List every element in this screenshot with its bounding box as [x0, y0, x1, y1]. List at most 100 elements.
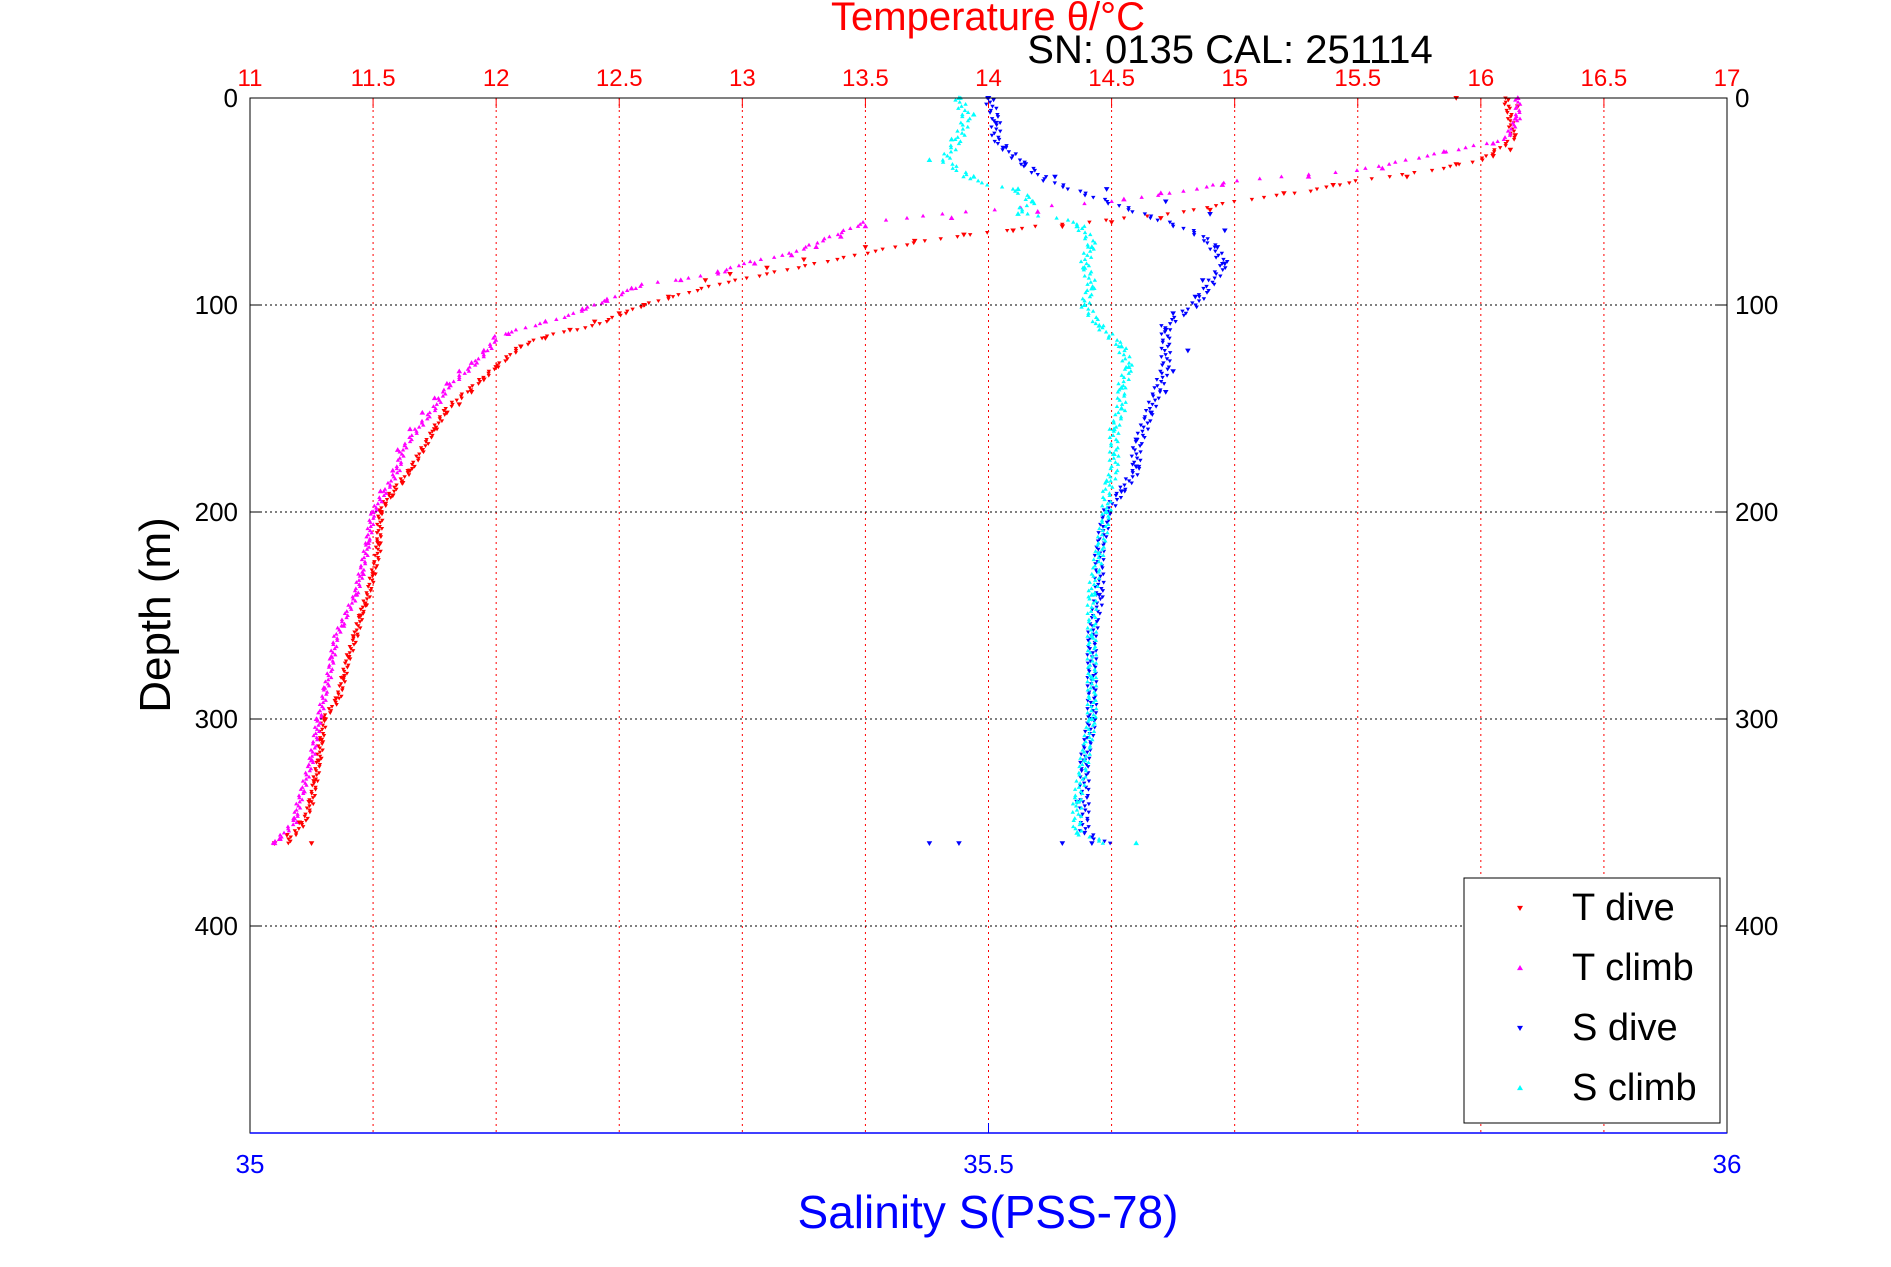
data-point [1073, 803, 1079, 808]
data-point [1121, 352, 1127, 357]
data-point [1126, 208, 1131, 212]
data-point [374, 507, 379, 512]
data-point [1165, 367, 1170, 372]
series-t-climb [270, 95, 1523, 846]
data-point [1089, 285, 1095, 291]
data-point [457, 377, 462, 382]
data-point [726, 280, 731, 285]
data-point [1032, 168, 1038, 173]
data-point [1090, 651, 1096, 655]
data-point [379, 527, 385, 531]
data-point [1123, 385, 1128, 390]
data-point [308, 747, 314, 752]
data-point [364, 593, 370, 597]
data-point [1127, 354, 1132, 359]
data-point [1164, 357, 1170, 362]
data-point [404, 445, 409, 450]
data-point [313, 787, 318, 792]
data-point [1089, 592, 1095, 597]
data-point [1249, 197, 1255, 202]
data-point [505, 331, 512, 336]
data-point [375, 556, 381, 560]
data-point [1218, 274, 1223, 279]
data-point [1083, 754, 1089, 758]
data-point [371, 522, 376, 526]
data-point [1292, 191, 1297, 196]
data-point [509, 329, 514, 334]
data-point [1196, 299, 1202, 304]
data-point [354, 628, 359, 633]
data-point [1126, 360, 1132, 365]
data-point [329, 705, 335, 709]
data-point [1101, 544, 1107, 549]
data-point [1092, 667, 1097, 671]
data-point [1086, 715, 1091, 720]
data-point [368, 524, 373, 529]
data-point [1115, 445, 1120, 450]
data-point [1086, 311, 1091, 315]
data-point [1212, 270, 1218, 275]
data-point [1191, 228, 1196, 233]
data-point [1162, 199, 1169, 205]
data-point [1117, 398, 1122, 402]
data-point [1123, 356, 1128, 361]
data-point [1101, 558, 1106, 562]
data-point [686, 291, 692, 295]
data-point [1082, 230, 1088, 235]
legend-label: T dive [1572, 887, 1675, 929]
data-point [316, 758, 322, 764]
data-point [303, 776, 309, 781]
data-point [1087, 673, 1092, 678]
data-point [1512, 133, 1519, 139]
data-point [1517, 108, 1522, 112]
data-point [1103, 187, 1110, 192]
data-point [1213, 272, 1219, 277]
data-point [987, 100, 993, 105]
data-point [1085, 661, 1091, 666]
data-point [1130, 475, 1135, 480]
data-point [1105, 202, 1111, 206]
data-point [291, 815, 298, 821]
data-point [1106, 335, 1111, 340]
data-point [794, 248, 799, 253]
data-point [357, 573, 363, 578]
data-point [419, 418, 425, 423]
data-point [1158, 216, 1164, 221]
data-point [1049, 203, 1054, 208]
data-point [825, 259, 830, 264]
data-point [449, 404, 454, 409]
data-point [507, 353, 513, 357]
data-point [1084, 261, 1089, 266]
data-point [1078, 189, 1083, 194]
data-point [1147, 406, 1153, 411]
data-point [1111, 418, 1116, 423]
data-point [1219, 251, 1225, 256]
data-point [1501, 137, 1507, 141]
data-point [1212, 276, 1217, 281]
data-point [1096, 550, 1103, 556]
data-point [904, 243, 910, 248]
data-point [317, 750, 323, 755]
data-point [1507, 133, 1513, 137]
data-point [467, 364, 472, 369]
data-point [1130, 446, 1136, 451]
data-point [1113, 447, 1119, 452]
data-point [1132, 460, 1137, 465]
data-point [950, 162, 955, 166]
data-point [1139, 195, 1144, 199]
data-point [1095, 626, 1100, 631]
data-point [397, 468, 403, 473]
data-point [1088, 627, 1094, 632]
data-point [310, 749, 315, 754]
data-point [1086, 718, 1091, 723]
data-point [1085, 602, 1090, 607]
data-point [1033, 224, 1038, 229]
data-point [1145, 214, 1150, 219]
data-point [350, 638, 355, 643]
data-point [1113, 460, 1118, 464]
data-point [1140, 429, 1145, 434]
data-point [1314, 187, 1320, 192]
data-point [954, 168, 959, 172]
data-point [438, 400, 443, 404]
data-point [489, 346, 494, 351]
